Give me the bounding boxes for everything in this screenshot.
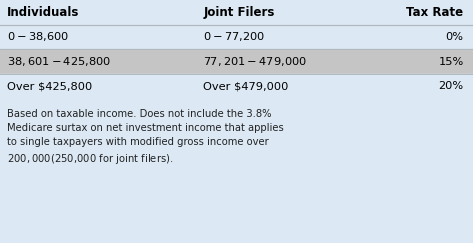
Text: Joint Filers: Joint Filers [203, 6, 275, 19]
Text: $77,201-$479,000: $77,201-$479,000 [203, 55, 307, 68]
Text: Based on taxable income. Does not include the 3.8%
Medicare surtax on net invest: Based on taxable income. Does not includ… [7, 109, 284, 165]
Text: 15%: 15% [438, 57, 464, 67]
Text: $0-$38,600: $0-$38,600 [7, 30, 70, 43]
Text: Tax Rate: Tax Rate [406, 6, 464, 19]
Bar [0, 74, 473, 98]
Bar [0, 49, 473, 74]
Text: $0-$77,200: $0-$77,200 [203, 30, 265, 43]
Text: Over $479,000: Over $479,000 [203, 81, 289, 91]
Text: 0%: 0% [446, 32, 464, 42]
Text: $38,601-$425,800: $38,601-$425,800 [7, 55, 111, 68]
Text: 20%: 20% [438, 81, 464, 91]
Text: Over $425,800: Over $425,800 [7, 81, 92, 91]
Bar [0, 0, 473, 25]
Bar [0, 25, 473, 49]
Text: Individuals: Individuals [7, 6, 79, 19]
